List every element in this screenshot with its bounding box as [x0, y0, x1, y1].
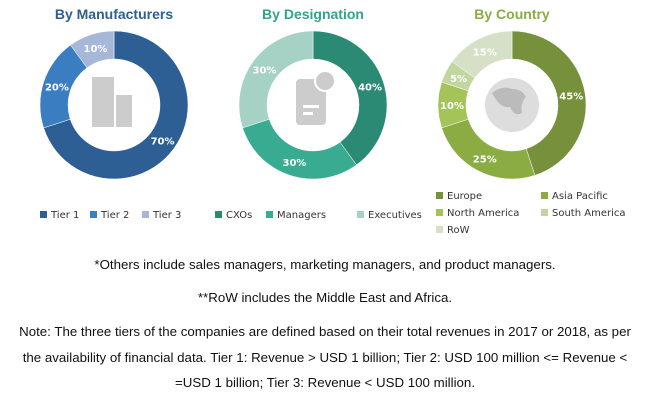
globe-icon [485, 78, 539, 132]
donut-slice-tier-1 [43, 30, 189, 180]
legend-item: North America [436, 208, 519, 219]
legend-swatch [90, 211, 97, 218]
legend-swatch [357, 211, 364, 218]
legend-swatch [142, 211, 149, 218]
donut-slice-tier-3 [70, 30, 115, 69]
legend-label: Asia Pacific [552, 191, 608, 202]
donut-slice-cxos [312, 30, 388, 166]
legend-label: Tier 1 [51, 210, 80, 221]
data-label: 20% [45, 82, 69, 93]
legend-label: RoW [447, 225, 470, 236]
data-label: 15% [473, 48, 497, 59]
legend-swatch [215, 211, 222, 218]
legend-swatch [541, 192, 548, 199]
legend-swatch [266, 211, 273, 218]
legend-item: Tier 3 [142, 210, 181, 221]
legend-item: Tier 2 [90, 210, 129, 221]
data-label: 40% [358, 82, 382, 93]
legend-label: Tier 3 [153, 210, 182, 221]
donut-chart: 45% 25% 10% 5% 15% [437, 30, 587, 180]
legend-swatch [541, 209, 548, 216]
legend-swatch [436, 209, 443, 216]
document-icon [296, 70, 336, 125]
chart-title: By Country [474, 6, 550, 22]
legend-label: Europe [447, 191, 483, 202]
data-label: 70% [151, 136, 175, 147]
legend-label: Tier 2 [101, 210, 130, 221]
note-others: *Others include sales managers, marketin… [94, 257, 556, 272]
legend-swatch [436, 192, 443, 199]
legend-swatch [436, 226, 443, 233]
legend-item: RoW [436, 225, 470, 236]
building-icon [92, 77, 132, 127]
donut-slice-managers [242, 118, 357, 180]
donut-slice-row [451, 30, 513, 79]
legend-item: CXOs [215, 210, 252, 221]
data-label: 25% [473, 154, 497, 165]
legend-item: Europe [436, 191, 482, 202]
note-tiers-line3: =USD 1 billion; Tier 3: Revenue < USD 10… [174, 375, 476, 390]
donut-chart: 70% 20% 10% [39, 30, 189, 180]
donut-chart: 40% 30% 30% [238, 30, 388, 180]
legend-item: South America [541, 208, 626, 219]
data-label: 10% [83, 44, 107, 55]
legend-label: South America [552, 208, 626, 219]
chart-title: By Manufacturers [54, 6, 174, 22]
data-label: 45% [559, 92, 583, 103]
data-label: 30% [282, 158, 306, 169]
legend-swatch [40, 211, 47, 218]
donut-slice-executives [238, 30, 314, 129]
data-label: 30% [252, 66, 276, 77]
note-tiers-line1: Note: The three tiers of the companies a… [19, 324, 631, 339]
chart-title: By Designation [262, 6, 364, 22]
data-label: 5% [450, 74, 467, 85]
legend-label: North America [447, 208, 520, 219]
legend-item: Asia Pacific [541, 191, 608, 202]
legend-item: Tier 1 [40, 210, 79, 221]
note-row: **RoW includes the Middle East and Afric… [197, 290, 453, 305]
legend-item: Managers [266, 210, 326, 221]
legend-label: Executives [368, 210, 422, 221]
legend-item: Executives [357, 210, 422, 221]
legend-label: CXOs [226, 210, 253, 221]
donut-slice-europe [511, 30, 587, 176]
data-label: 10% [440, 101, 464, 112]
legend-label: Managers [277, 210, 327, 221]
note-tiers-line2: the availability of financial data. Tier… [22, 350, 628, 365]
